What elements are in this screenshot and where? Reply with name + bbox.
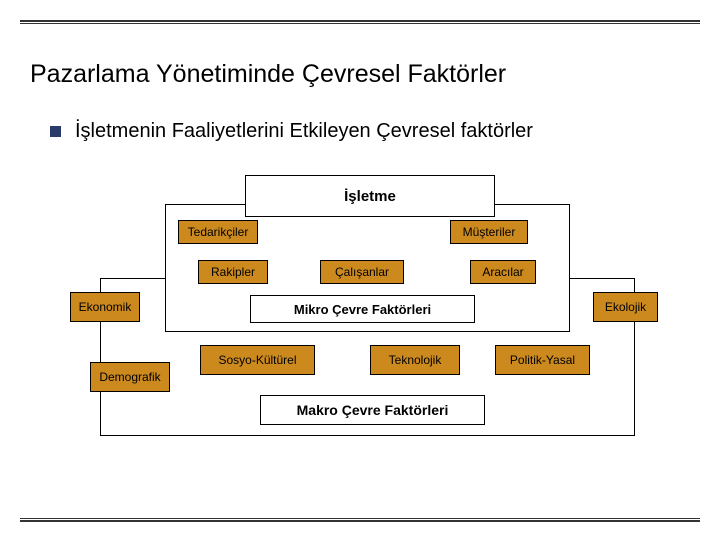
box-aracilar: Aracılar bbox=[470, 260, 536, 284]
box-teknolojik: Teknolojik bbox=[370, 345, 460, 375]
box-demografik: Demografik bbox=[90, 362, 170, 392]
box-musteriler: Müşteriler bbox=[450, 220, 528, 244]
slide-top-rule bbox=[20, 20, 700, 24]
box-politik: Politik-Yasal bbox=[495, 345, 590, 375]
box-tedarikciler: Tedarikçiler bbox=[178, 220, 258, 244]
box-ekonomik: Ekonomik bbox=[70, 292, 140, 322]
subtitle-text: İşletmenin Faaliyetlerini Etkileyen Çevr… bbox=[75, 120, 533, 143]
box-rakipler: Rakipler bbox=[198, 260, 268, 284]
bullet-icon bbox=[50, 126, 61, 137]
environment-diagram: İşletme Tedarikçiler Müşteriler Rakipler… bbox=[70, 160, 660, 470]
box-calisanlar: Çalışanlar bbox=[320, 260, 404, 284]
box-mikro: Mikro Çevre Faktörleri bbox=[250, 295, 475, 323]
box-ekolojik: Ekolojik bbox=[593, 292, 658, 322]
subtitle-row: İşletmenin Faaliyetlerini Etkileyen Çevr… bbox=[50, 120, 533, 143]
box-makro: Makro Çevre Faktörleri bbox=[260, 395, 485, 425]
slide-title: Pazarlama Yönetiminde Çevresel Faktörler bbox=[30, 60, 506, 89]
box-sosyo: Sosyo-Kültürel bbox=[200, 345, 315, 375]
slide-bottom-rule bbox=[20, 518, 700, 522]
box-isletme: İşletme bbox=[245, 175, 495, 217]
